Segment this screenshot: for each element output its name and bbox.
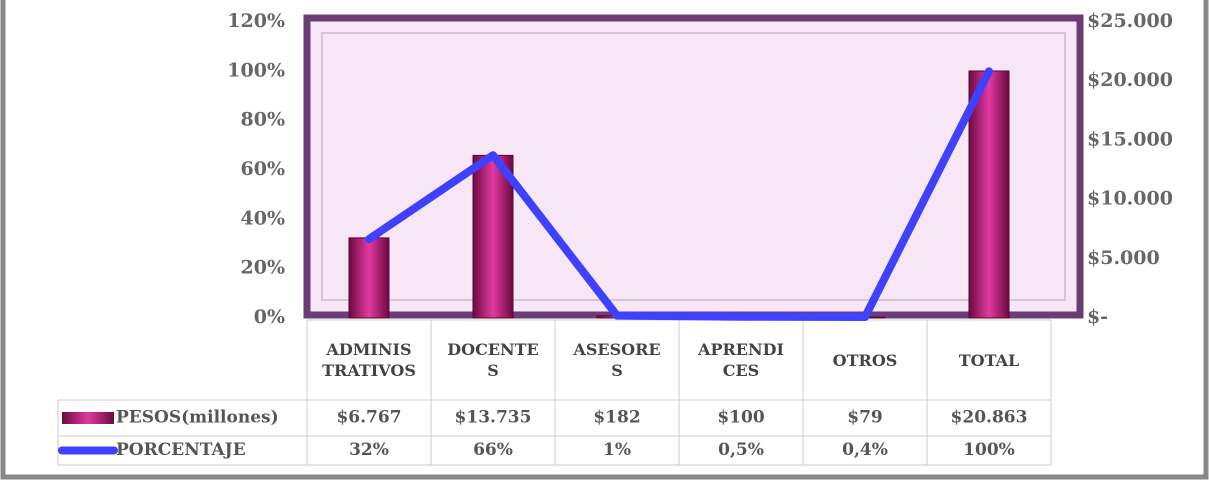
value-label: 1% bbox=[603, 440, 631, 460]
plot-area bbox=[303, 14, 1084, 319]
value-label: 32% bbox=[349, 440, 389, 460]
y2-tick-label: $15.000 bbox=[1087, 128, 1173, 150]
legend-label: PORCENTAJE bbox=[116, 440, 246, 460]
value-label: 0,4% bbox=[842, 440, 888, 460]
category-cell: DOCENTES bbox=[447, 340, 539, 380]
value-label: 100% bbox=[963, 440, 1015, 460]
bar bbox=[472, 154, 514, 319]
y-tick-label: 0% bbox=[254, 306, 285, 328]
y2-tick-label: $10.000 bbox=[1087, 188, 1173, 210]
x-tick-label: ASESORES bbox=[573, 340, 661, 380]
value-label: 66% bbox=[473, 440, 513, 460]
y-tick-label: 40% bbox=[241, 207, 286, 229]
plot-inner bbox=[321, 32, 1066, 301]
category-cell: TOTAL bbox=[958, 350, 1020, 370]
y-tick-label: 120% bbox=[227, 10, 285, 32]
value-label: $79 bbox=[847, 408, 883, 428]
legend-label: PESOS(millones) bbox=[116, 408, 279, 428]
category-cell: ASESORES bbox=[573, 340, 661, 380]
line bbox=[365, 67, 993, 322]
y-tick-label: 80% bbox=[241, 109, 286, 131]
x-tick-label: APRENDICES bbox=[698, 340, 784, 380]
category-cell: OTROS bbox=[832, 350, 898, 370]
value-label: $182 bbox=[593, 408, 640, 428]
y2-tick-label: $5.000 bbox=[1087, 247, 1160, 269]
category-cell: APRENDICES bbox=[698, 340, 784, 380]
legend-key bbox=[62, 412, 114, 424]
value-label: $13.735 bbox=[455, 408, 532, 428]
y2-tick-label: $20.000 bbox=[1087, 69, 1173, 91]
y2-tick-label: $- bbox=[1087, 306, 1108, 328]
x-tick-label: TOTAL bbox=[958, 350, 1020, 370]
x-tick-label: ADMINISTRATIVOS bbox=[322, 340, 416, 380]
value-label: $100 bbox=[717, 408, 764, 428]
value-label: $20.863 bbox=[951, 408, 1028, 428]
x-tick-label: OTROS bbox=[832, 350, 898, 370]
y-tick-label: 60% bbox=[241, 158, 286, 180]
value-label: $6.767 bbox=[336, 408, 401, 428]
value-label: 0,5% bbox=[718, 440, 764, 460]
y2-tick-label: $25.000 bbox=[1087, 10, 1173, 32]
y-tick-label: 20% bbox=[241, 257, 286, 279]
bar bbox=[968, 70, 1010, 319]
bar bbox=[348, 237, 390, 319]
y-tick-label: 100% bbox=[227, 59, 285, 81]
x-tick-label: DOCENTES bbox=[447, 340, 539, 380]
category-cell: ADMINISTRATIVOS bbox=[322, 340, 416, 380]
